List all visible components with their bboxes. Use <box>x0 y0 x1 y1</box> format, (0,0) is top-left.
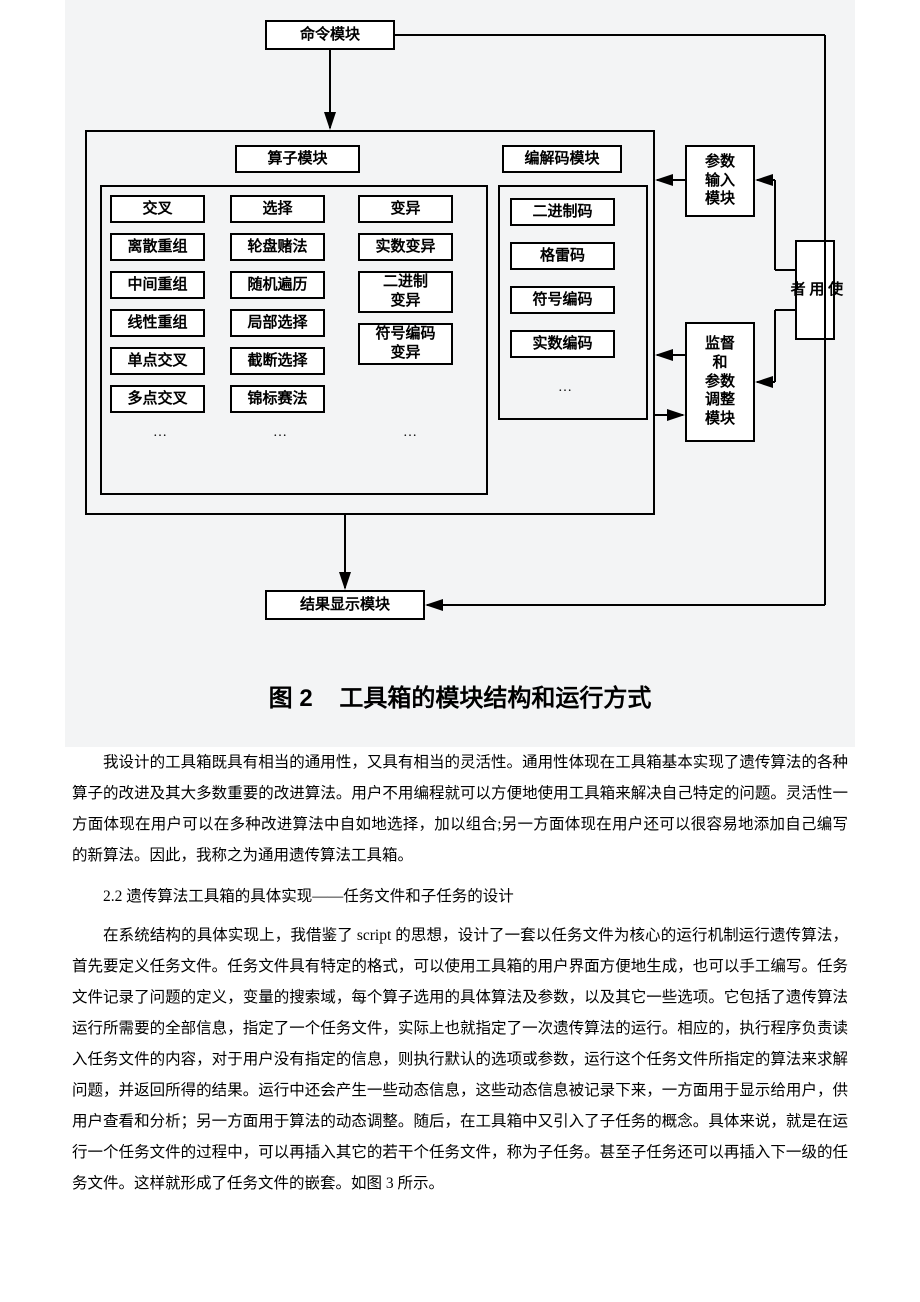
box-col1-0: 交叉 <box>110 195 205 223</box>
figure-area: 命令模块 算子模块 编解码模块 交叉 离散重组 中间重组 线性重组 单点交叉 多… <box>65 0 855 747</box>
box-col3-3: 符号编码 变异 <box>358 323 453 365</box>
box-operator-module: 算子模块 <box>235 145 360 173</box>
box-result-module: 结果显示模块 <box>265 590 425 620</box>
figure-caption: 图 2 工具箱的模块结构和运行方式 <box>65 678 855 713</box>
box-user: 使 用 者 <box>795 240 835 340</box>
box-coding-module: 编解码模块 <box>502 145 622 173</box>
caption-prefix: 图 2 <box>269 685 313 712</box>
box-col4-2: 符号编码 <box>510 286 615 314</box>
box-col4-3: 实数编码 <box>510 330 615 358</box>
box-col2-4: 截断选择 <box>230 347 325 375</box>
box-monitor: 监督 和 参数 调整 模块 <box>685 322 755 442</box>
caption-title: 工具箱的模块结构和运行方式 <box>339 685 651 712</box>
box-col4-0: 二进制码 <box>510 198 615 226</box>
para-2: 在系统结构的具体实现上，我借鉴了 script 的思想，设计了一套以任务文件为核… <box>72 920 848 1199</box>
box-col1-2: 中间重组 <box>110 271 205 299</box>
para-1: 我设计的工具箱既具有相当的通用性，又具有相当的灵活性。通用性体现在工具箱基本实现… <box>72 747 848 871</box>
box-col3-0: 变异 <box>358 195 453 223</box>
box-col2-5: 锦标赛法 <box>230 385 325 413</box>
block-diagram: 命令模块 算子模块 编解码模块 交叉 离散重组 中间重组 线性重组 单点交叉 多… <box>80 20 840 660</box>
box-col4-1: 格雷码 <box>510 242 615 270</box>
dots-col2: … <box>265 425 295 441</box>
dots-col4: … <box>550 380 580 396</box>
dots-col3: … <box>395 425 425 441</box>
box-col2-3: 局部选择 <box>230 309 325 337</box>
section-2-2: 2.2 遗传算法工具箱的具体实现——任务文件和子任务的设计 <box>72 881 848 912</box>
box-col3-2: 二进制 变异 <box>358 271 453 313</box>
box-col1-3: 线性重组 <box>110 309 205 337</box>
box-col1-4: 单点交叉 <box>110 347 205 375</box>
box-col2-2: 随机遍历 <box>230 271 325 299</box>
box-col3-1: 实数变异 <box>358 233 453 261</box>
box-col2-0: 选择 <box>230 195 325 223</box>
box-param-input: 参数 输入 模块 <box>685 145 755 217</box>
box-col1-1: 离散重组 <box>110 233 205 261</box>
dots-col1: … <box>145 425 175 441</box>
box-col2-1: 轮盘赌法 <box>230 233 325 261</box>
body-text: 我设计的工具箱既具有相当的通用性，又具有相当的灵活性。通用性体现在工具箱基本实现… <box>72 747 848 1199</box>
box-command-module: 命令模块 <box>265 20 395 50</box>
box-col1-5: 多点交叉 <box>110 385 205 413</box>
